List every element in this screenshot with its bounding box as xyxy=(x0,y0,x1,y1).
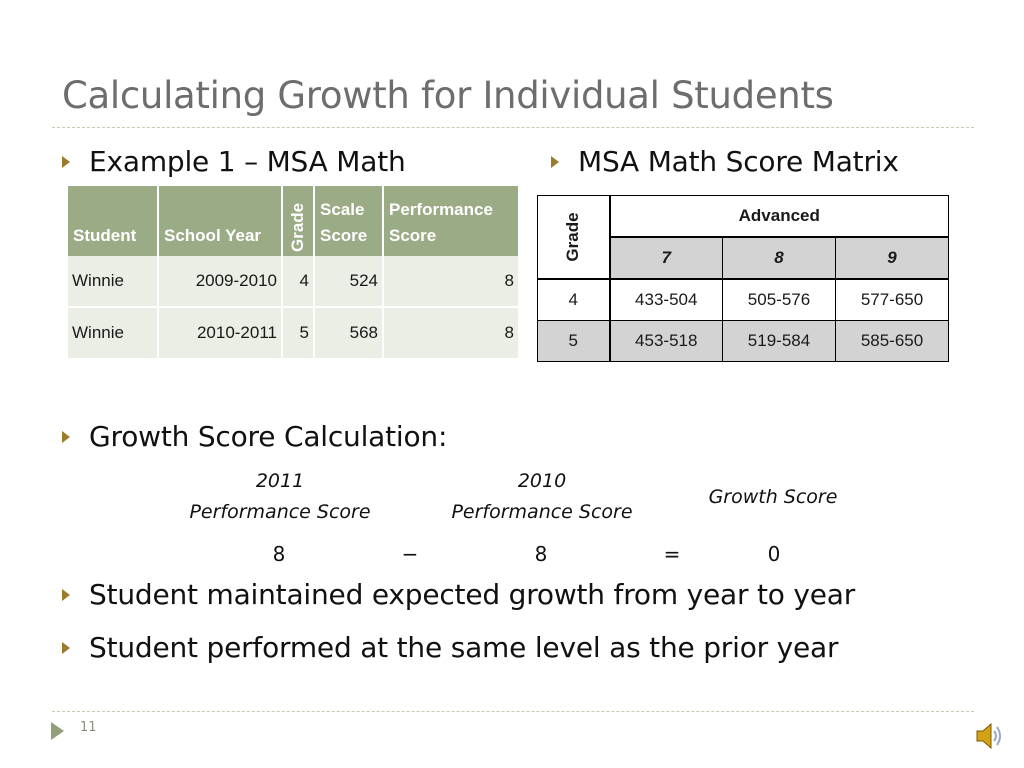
bullet-example: Example 1 – MSA Math xyxy=(62,145,406,178)
matrix-cell: 519-584 xyxy=(722,320,836,362)
example-table: Student School Year Grade Scale Score Pe… xyxy=(68,186,518,358)
bullet-example-text: Example 1 – MSA Math xyxy=(89,145,406,178)
bullet-arrow-icon xyxy=(551,155,559,168)
bullet-maintained-text: Student maintained expected growth from … xyxy=(89,578,856,611)
header-grade-label: Grade xyxy=(288,202,307,252)
cell-performance-score: 8 xyxy=(383,307,518,358)
table-row: 4 433-504 505-576 577-650 xyxy=(537,278,950,321)
matrix-subheader-9: 9 xyxy=(834,236,950,280)
score-matrix-table: Grade Advanced 7 8 9 4 433-504 505-576 5… xyxy=(537,195,950,362)
header-performance-score: Performance Score xyxy=(383,186,518,256)
bullet-arrow-icon xyxy=(62,588,70,601)
speaker-icon[interactable] xyxy=(974,718,1004,754)
header-scale-score: Scale Score xyxy=(314,186,384,256)
matrix-cell: 577-650 xyxy=(834,278,950,321)
cell-grade: 5 xyxy=(282,307,315,358)
matrix-subheader-7: 7 xyxy=(609,236,723,280)
bullet-performed-text: Student performed at the same level as t… xyxy=(89,631,839,664)
matrix-cell: 585-650 xyxy=(834,320,950,362)
title-divider xyxy=(52,127,974,128)
bullet-performed: Student performed at the same level as t… xyxy=(62,631,839,664)
table-row: Winnie 2010-2011 5 568 8 xyxy=(68,307,518,358)
bullet-matrix-text: MSA Math Score Matrix xyxy=(578,145,899,178)
matrix-grade-label: Grade xyxy=(563,212,583,262)
formula-label-2010-text: Performance Score xyxy=(451,501,633,523)
cell-performance-score: 8 xyxy=(383,256,518,308)
cell-grade: 4 xyxy=(282,256,315,308)
matrix-cell: 453-518 xyxy=(609,320,723,362)
table-row: 5 453-518 519-584 585-650 xyxy=(537,320,950,362)
header-school-year: School Year xyxy=(158,186,283,256)
matrix-cell: 505-576 xyxy=(722,278,836,321)
bullet-growth: Growth Score Calculation: xyxy=(62,420,447,453)
matrix-level-header: Advanced xyxy=(608,195,950,238)
formula-minus: − xyxy=(401,542,419,566)
formula-result: 0 xyxy=(767,542,781,566)
matrix-cell: 433-504 xyxy=(609,278,723,321)
table-row: Winnie 2009-2010 4 524 8 xyxy=(68,256,518,308)
bullet-arrow-icon xyxy=(62,430,70,443)
formula-value-2011: 8 xyxy=(272,542,286,566)
cell-scale-score: 524 xyxy=(314,256,384,308)
header-student: Student xyxy=(68,186,159,256)
bullet-arrow-icon xyxy=(62,155,70,168)
matrix-grade-header: Grade xyxy=(537,195,611,280)
formula-label-2011-year: 2011 xyxy=(255,470,305,492)
cell-scale-score: 568 xyxy=(314,307,384,358)
formula-label-2011-text: Performance Score xyxy=(189,501,371,523)
cell-student: Winnie xyxy=(68,256,159,308)
bullet-arrow-icon xyxy=(62,641,70,654)
formula-equals: = xyxy=(663,542,681,566)
formula-value-2010: 8 xyxy=(534,542,548,566)
matrix-row-grade: 4 xyxy=(537,278,611,321)
formula-label-growth: Growth Score xyxy=(708,486,838,508)
cell-student: Winnie xyxy=(68,307,159,358)
formula-label-2010-year: 2010 xyxy=(517,470,567,492)
header-grade: Grade xyxy=(282,186,315,256)
matrix-row-grade: 5 xyxy=(537,320,611,362)
formula-label-2010: 2010 Performance Score xyxy=(432,466,652,528)
next-slide-icon[interactable] xyxy=(51,722,64,740)
formula-label-2011: 2011 Performance Score xyxy=(170,466,390,528)
cell-school-year: 2009-2010 xyxy=(158,256,283,308)
footer-divider xyxy=(52,711,974,712)
slide-title: Calculating Growth for Individual Studen… xyxy=(62,74,834,117)
matrix-subheader-8: 8 xyxy=(722,236,836,280)
cell-school-year: 2010-2011 xyxy=(158,307,283,358)
bullet-growth-text: Growth Score Calculation: xyxy=(89,420,448,453)
page-number: 11 xyxy=(80,720,97,735)
bullet-matrix: MSA Math Score Matrix xyxy=(551,145,899,178)
bullet-maintained: Student maintained expected growth from … xyxy=(62,578,855,611)
